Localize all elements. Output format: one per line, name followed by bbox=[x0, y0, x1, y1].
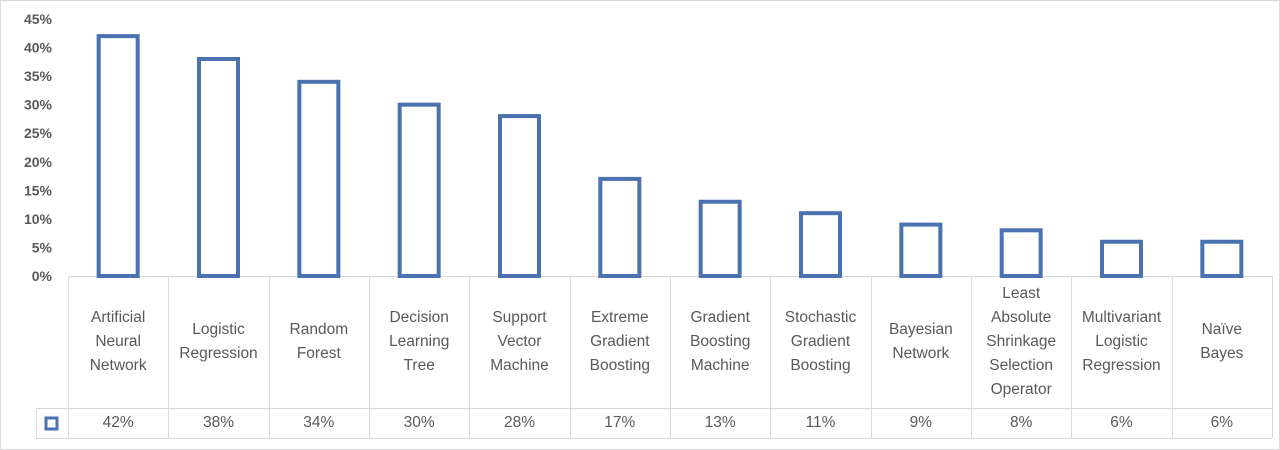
y-tick-label: 20% bbox=[24, 154, 53, 170]
bar bbox=[1200, 239, 1244, 279]
bar bbox=[999, 228, 1043, 278]
bar bbox=[1100, 239, 1143, 279]
y-tick-label: 5% bbox=[32, 239, 53, 255]
y-tick-label: 45% bbox=[24, 11, 53, 27]
y-tick-label: 40% bbox=[24, 40, 53, 56]
y-tick-label: 25% bbox=[24, 125, 53, 141]
bar bbox=[799, 211, 842, 279]
bar bbox=[498, 114, 541, 279]
y-tick-label: 30% bbox=[24, 97, 53, 113]
bar bbox=[197, 56, 240, 278]
bar bbox=[899, 222, 943, 279]
bar bbox=[297, 79, 341, 278]
y-tick-label: 0% bbox=[32, 268, 53, 284]
bar bbox=[698, 199, 742, 278]
y-tick-label: 15% bbox=[24, 182, 53, 198]
y-tick-label: 10% bbox=[24, 211, 53, 227]
legend-key bbox=[44, 416, 59, 431]
bar bbox=[96, 34, 140, 279]
bar bbox=[397, 102, 441, 278]
y-tick-label: 35% bbox=[24, 68, 53, 84]
bar bbox=[598, 176, 642, 279]
